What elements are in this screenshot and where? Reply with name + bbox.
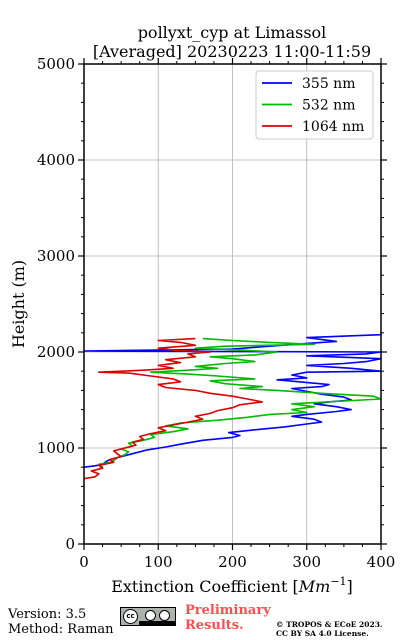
- series-line-532-nm: [91, 337, 382, 472]
- series-line-1064-nm: [83, 337, 264, 480]
- x-tick-label-0: 0: [79, 553, 89, 571]
- legend-label-355-nm: 355 nm: [302, 76, 355, 92]
- x-tick-label-400: 400: [367, 553, 396, 571]
- y-tick-label-4000: 4000: [37, 151, 75, 169]
- chart-title-line1: pollyxt_cyp at Limassol: [138, 23, 327, 42]
- x-tick-label-300: 300: [292, 553, 321, 571]
- x-axis-label: Extinction Coefficient [Mm−1]: [111, 575, 353, 596]
- cc-sa-icon: [159, 610, 170, 621]
- copyright-line2: CC BY SA 4.0 License.: [276, 629, 369, 638]
- copyright-line1: © TROPOS & ECoE 2023.: [276, 620, 383, 629]
- y-tick-label-1000: 1000: [37, 439, 75, 457]
- y-axis-label: Height (m): [9, 260, 28, 348]
- y-tick-label-3000: 3000: [37, 247, 75, 265]
- series-line-355-nm: [83, 332, 382, 468]
- cc-logo-icon: cc: [123, 609, 138, 624]
- y-tick-label-0: 0: [65, 535, 75, 553]
- cc-license-badge-icon: cc: [120, 607, 176, 626]
- y-tick-label-5000: 5000: [37, 55, 75, 73]
- legend: 355 nm 532 nm 1064 nm: [255, 70, 374, 140]
- chart-title-line2: [Averaged] 20230223 11:00-11:59: [93, 42, 371, 61]
- legend-box: [255, 70, 374, 140]
- x-tick-label-200: 200: [218, 553, 247, 571]
- preliminary-label-line2: Results.: [185, 618, 244, 633]
- y-tick-label-2000: 2000: [37, 343, 75, 361]
- legend-label-1064-nm: 1064 nm: [302, 119, 364, 135]
- preliminary-label-line1: Preliminary: [185, 603, 271, 618]
- cc-badge-strip: [139, 621, 175, 625]
- cc-by-icon: [145, 610, 156, 621]
- x-tick-label-100: 100: [144, 553, 173, 571]
- legend-label-532-nm: 532 nm: [302, 98, 355, 114]
- method-text: Method: Raman: [8, 622, 114, 637]
- version-text: Version: 3.5: [8, 607, 87, 622]
